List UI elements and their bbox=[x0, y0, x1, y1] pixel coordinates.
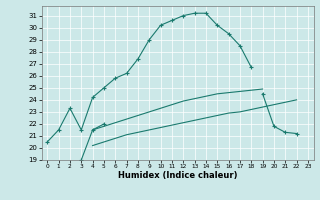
X-axis label: Humidex (Indice chaleur): Humidex (Indice chaleur) bbox=[118, 171, 237, 180]
